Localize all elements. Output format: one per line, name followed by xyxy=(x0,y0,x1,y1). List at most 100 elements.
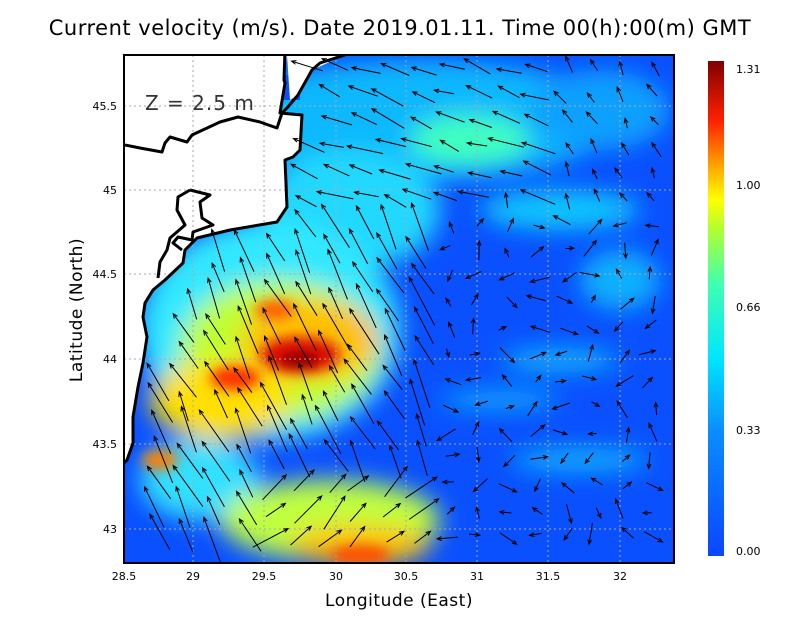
velocity-arrow xyxy=(410,262,435,295)
colorbar-tick-label: 0.66 xyxy=(736,301,761,314)
velocity-arrow xyxy=(615,267,623,279)
velocity-arrow xyxy=(504,247,510,258)
velocity-arrow xyxy=(560,481,575,494)
velocity-arrow xyxy=(552,90,567,104)
velocity-arrow xyxy=(298,361,313,401)
x-axis-label: Longitude (East) xyxy=(325,591,473,611)
velocity-arrow xyxy=(554,350,568,356)
velocity-arrow xyxy=(178,517,194,553)
velocity-arrow xyxy=(323,233,341,264)
velocity-arrow xyxy=(370,108,405,129)
velocity-arrow xyxy=(266,252,286,295)
velocity-arrow xyxy=(556,295,574,304)
velocity-arrow xyxy=(469,351,481,357)
velocity-arrow xyxy=(582,375,598,381)
velocity-arrow xyxy=(619,349,631,363)
velocity-arrow xyxy=(498,326,508,331)
velocity-arrow xyxy=(592,168,598,180)
velocity-arrow xyxy=(588,218,603,235)
velocity-arrow xyxy=(498,427,513,443)
velocity-arrow xyxy=(476,217,485,227)
velocity-arrow xyxy=(615,375,634,387)
velocity-arrow xyxy=(265,232,286,262)
velocity-arrow xyxy=(620,297,635,310)
velocity-arrow xyxy=(505,405,516,410)
y-tick-label: 44 xyxy=(103,353,117,366)
velocity-arrow xyxy=(320,115,352,126)
velocity-arrow xyxy=(376,256,405,294)
velocity-arrow xyxy=(347,475,370,492)
velocity-arrow xyxy=(351,383,375,424)
velocity-arrow xyxy=(468,532,482,538)
velocity-arrow xyxy=(527,400,538,417)
velocity-arrow xyxy=(643,531,664,543)
velocity-arrow xyxy=(432,191,457,202)
velocity-arrow xyxy=(389,444,402,479)
velocity-arrow xyxy=(438,62,465,70)
velocity-arrow xyxy=(349,502,367,522)
velocity-arrow xyxy=(292,137,325,153)
velocity-arrow xyxy=(410,66,437,76)
x-tick-label: 30.5 xyxy=(394,570,419,583)
velocity-arrow xyxy=(475,505,480,519)
velocity-arrow xyxy=(561,271,577,283)
velocity-arrow xyxy=(433,88,455,95)
velocity-arrow xyxy=(318,529,343,548)
velocity-arrow xyxy=(370,88,404,107)
velocity-arrow xyxy=(233,228,255,272)
velocity-arrow xyxy=(501,373,513,387)
velocity-arrow xyxy=(456,189,489,198)
velocity-arrow xyxy=(590,294,597,303)
velocity-arrow xyxy=(289,163,318,180)
velocity-arrow xyxy=(529,351,548,360)
velocity-arrow xyxy=(595,507,602,520)
velocity-arrow xyxy=(263,278,292,317)
velocity-arrow xyxy=(236,443,252,473)
velocity-arrow xyxy=(318,141,344,148)
coastline xyxy=(124,55,346,466)
velocity-arrow xyxy=(476,239,482,261)
velocity-arrow xyxy=(252,528,290,548)
velocity-arrow xyxy=(382,364,403,391)
plot-frame xyxy=(123,54,675,564)
velocity-arrow xyxy=(384,465,408,497)
velocity-arrow xyxy=(375,288,400,322)
velocity-arrow xyxy=(376,420,400,451)
velocity-arrow xyxy=(649,115,659,126)
velocity-arrow xyxy=(172,464,204,507)
x-tick-label: 32 xyxy=(613,570,627,583)
velocity-arrow xyxy=(151,409,172,455)
velocity-arrow xyxy=(204,360,230,397)
velocity-arrow xyxy=(589,58,599,72)
x-tick-label: 31.5 xyxy=(536,570,561,583)
velocity-arrow xyxy=(523,113,549,127)
velocity-arrow xyxy=(498,272,515,281)
velocity-arrow xyxy=(351,260,374,293)
velocity-arrow xyxy=(646,191,655,202)
velocity-arrows xyxy=(143,55,664,563)
velocity-arrow xyxy=(176,442,204,479)
velocity-arrow xyxy=(353,190,379,198)
velocity-arrow xyxy=(519,189,556,205)
colorbar-tick-label: 1.31 xyxy=(736,63,761,76)
velocity-arrow xyxy=(614,167,623,178)
velocity-arrow xyxy=(314,404,342,455)
velocity-arrow xyxy=(535,374,542,383)
velocity-arrow xyxy=(318,329,339,374)
velocity-arrow xyxy=(237,305,259,354)
velocity-arrow xyxy=(408,276,436,326)
velocity-arrow xyxy=(551,402,570,410)
velocity-arrow xyxy=(267,404,288,453)
velocity-arrow xyxy=(329,473,347,493)
velocity-arrow xyxy=(378,169,411,180)
velocity-arrow xyxy=(146,465,172,500)
velocity-arrow xyxy=(646,482,664,491)
velocity-arrow xyxy=(384,333,403,377)
velocity-arrow xyxy=(519,92,549,101)
velocity-arrow xyxy=(346,343,368,371)
y-tick-label: 43.5 xyxy=(93,438,118,451)
velocity-arrow xyxy=(295,248,312,295)
velocity-arrow xyxy=(533,224,546,230)
velocity-arrow xyxy=(475,446,481,464)
velocity-arrow xyxy=(563,528,573,541)
